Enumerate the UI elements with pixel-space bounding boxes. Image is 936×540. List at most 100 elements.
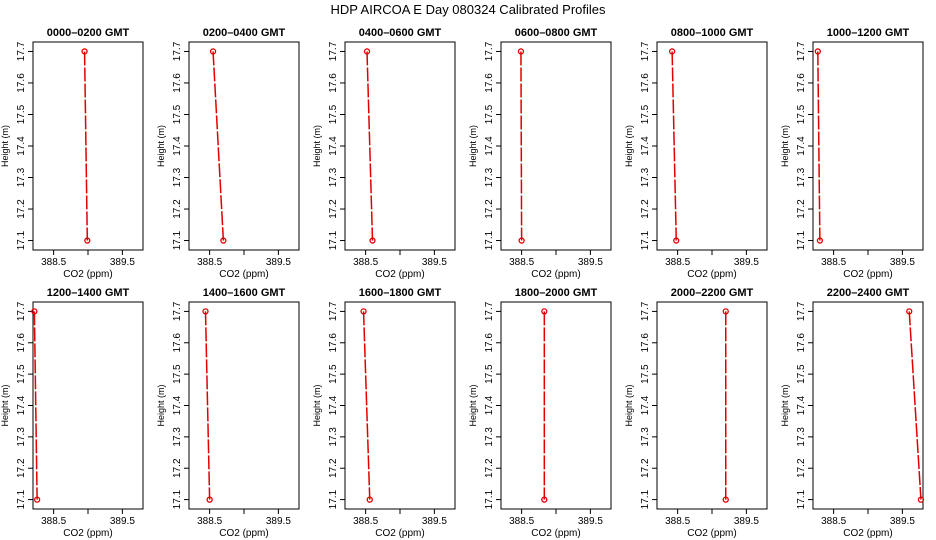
x-tick-label: 389.5 [890,516,915,527]
x-tick-label: 388.5 [509,257,534,268]
x-tick-label: 388.5 [821,257,846,268]
data-point [366,496,373,503]
x-axis-label: CO2 (ppm) [375,269,424,280]
y-tick-label: 17.1 [328,230,339,250]
plot-frame [812,41,924,251]
y-tick-label: 17.7 [640,41,651,61]
y-tick-label: 17.5 [484,104,495,124]
x-tick-label: 388.5 [353,257,378,268]
x-tick-label: 388.5 [509,516,534,527]
y-tick-label: 17.4 [484,395,495,415]
y-axis-label: Height (m) [624,125,634,167]
y-tick-label: 17.5 [640,364,651,384]
y-tick-label: 17.1 [172,489,183,509]
y-tick-label: 17.2 [484,458,495,478]
plot-frame [188,41,300,251]
y-tick-label: 17.3 [16,167,27,187]
y-axis-label: Height (m) [624,384,634,426]
plot-frame [812,301,924,510]
y-tick-label: 17.3 [640,167,651,187]
profile-line [366,51,374,241]
y-tick-label: 17.4 [172,136,183,156]
profile-line [671,51,677,241]
x-tick-label: 389.5 [110,516,135,527]
y-tick-label: 17.7 [172,301,183,321]
y-tick-label: 17.3 [328,167,339,187]
profile-line [83,51,89,241]
y-axis-label: Height (m) [0,125,10,167]
x-axis-label: CO2 (ppm) [63,528,112,539]
data-point [360,308,367,315]
y-tick-label: 17.6 [16,73,27,93]
y-tick-label: 17.3 [796,427,807,447]
panel-title: 0800–1000 GMT [671,27,754,39]
y-tick-label: 17.3 [484,167,495,187]
data-point [722,308,729,315]
y-tick-label: 17.2 [640,199,651,219]
y-tick-label: 17.3 [16,427,27,447]
y-axis-label: Height (m) [780,125,790,167]
y-tick-label: 17.1 [172,230,183,250]
panel-title: 0600–0800 GMT [515,27,598,39]
y-tick-label: 17.6 [796,73,807,93]
y-tick-label: 17.1 [640,230,651,250]
plot-frame [656,41,768,251]
y-tick-label: 17.7 [328,301,339,321]
profile-line [33,311,38,500]
plot-frame [656,301,768,510]
y-tick-label: 17.6 [640,333,651,353]
y-tick-label: 17.4 [172,395,183,415]
y-tick-label: 17.7 [484,301,495,321]
data-point [517,48,525,55]
x-tick-label: 388.5 [41,257,66,268]
y-tick-label: 17.4 [796,395,807,415]
plot-frame [32,41,144,251]
x-axis-label: CO2 (ppm) [375,528,424,539]
plot-frame [500,301,612,510]
data-point [541,308,548,315]
y-tick-label: 17.3 [640,427,651,447]
y-tick-label: 17.7 [640,301,651,321]
x-axis-label: CO2 (ppm) [843,269,892,280]
data-point [81,48,88,55]
data-point [917,496,925,503]
y-tick-label: 17.4 [328,136,339,156]
y-tick-label: 17.5 [796,364,807,384]
y-axis-label: Height (m) [312,125,322,167]
y-tick-label: 17.1 [640,489,651,509]
y-tick-label: 17.3 [796,167,807,187]
y-tick-label: 17.2 [16,458,27,478]
y-tick-label: 17.3 [172,427,183,447]
x-tick-label: 389.5 [890,257,915,268]
y-tick-label: 17.6 [484,333,495,353]
data-point [668,48,676,55]
panel-title: 2200–2400 GMT [827,287,910,299]
profile-line [212,51,225,241]
y-tick-label: 17.5 [16,364,27,384]
y-tick-label: 17.1 [16,230,27,250]
y-tick-label: 17.5 [640,104,651,124]
y-tick-label: 17.5 [796,104,807,124]
plot-frame [344,301,456,510]
profile-line [362,311,371,500]
panel-title: 2000–2200 GMT [671,287,754,299]
data-point [722,496,729,503]
y-tick-label: 17.7 [328,41,339,61]
x-tick-label: 388.5 [665,516,690,527]
y-tick-label: 17.2 [172,199,183,219]
y-tick-label: 17.4 [640,136,651,156]
data-point [673,237,680,244]
y-tick-label: 17.6 [484,73,495,93]
y-axis-label: Height (m) [468,125,478,167]
data-point [816,237,824,244]
y-tick-label: 17.7 [172,41,183,61]
panel-title: 0200–0400 GMT [203,27,286,39]
